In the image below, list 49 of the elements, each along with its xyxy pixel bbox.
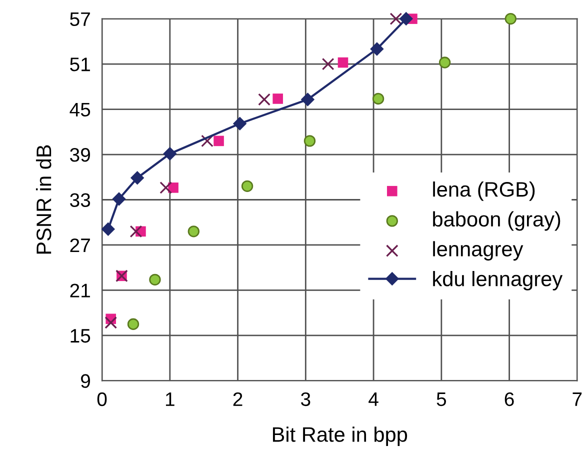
y-tick-label: 39	[70, 148, 90, 162]
y-tick-label: 45	[70, 102, 90, 117]
x-axis-title: Bit Rate in bpp	[272, 426, 408, 446]
legend-label: kdu lennagrey	[433, 270, 563, 290]
point	[160, 181, 172, 194]
point	[127, 318, 140, 330]
point	[438, 56, 451, 68]
x-tick-label: 1	[166, 392, 174, 406]
y-tick-label: 33	[70, 193, 90, 207]
y-tick-label: 21	[70, 284, 90, 298]
x-tick-label: 6	[504, 392, 514, 406]
point	[188, 226, 200, 238]
point	[233, 117, 246, 130]
point	[504, 12, 516, 25]
point	[130, 225, 142, 238]
legend-label: lennagrey	[433, 241, 524, 261]
y-tick-label: 9	[81, 374, 90, 388]
x-tick-label: 0	[97, 392, 107, 406]
point	[241, 180, 254, 192]
x-tick-label: 4	[368, 392, 378, 406]
y-tick-label: 15	[70, 329, 90, 343]
point	[201, 134, 214, 148]
point	[372, 92, 384, 105]
point	[370, 42, 384, 56]
point	[163, 147, 176, 160]
y-tick-label: 57	[70, 12, 90, 26]
x-tick-label: 3	[300, 392, 310, 406]
point	[112, 192, 126, 206]
legend-label: baboon (gray)	[433, 211, 560, 231]
legend-label: lena (RGB)	[433, 181, 535, 201]
point	[390, 12, 402, 26]
point	[104, 316, 118, 329]
point	[338, 57, 348, 68]
point	[304, 135, 316, 147]
y-tick-label: 27	[70, 238, 90, 252]
point	[301, 92, 314, 106]
point	[130, 171, 144, 184]
point	[149, 274, 161, 286]
y-axis-title: PSNR in dB	[36, 145, 52, 254]
point	[400, 12, 413, 26]
point	[272, 94, 283, 104]
point	[322, 58, 334, 70]
point	[258, 93, 270, 106]
x-tick-label: 7	[572, 392, 582, 406]
y-tick-label: 51	[70, 58, 90, 72]
x-tick-label: 5	[436, 392, 446, 406]
point	[102, 222, 115, 236]
x-tick-label: 2	[233, 392, 242, 406]
point	[214, 136, 224, 146]
